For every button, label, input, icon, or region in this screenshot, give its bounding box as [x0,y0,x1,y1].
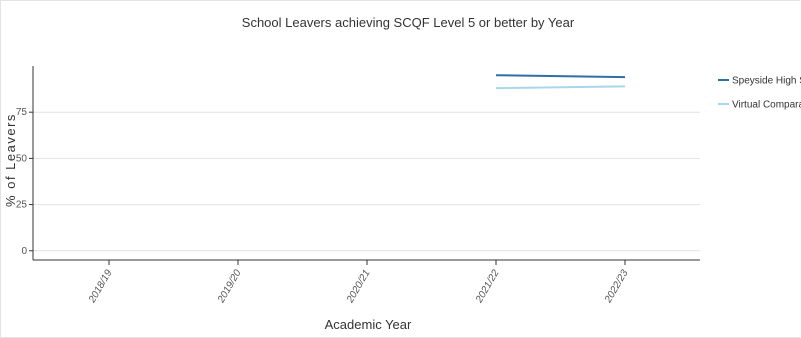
x-tick-label: 2019/20 [215,268,243,306]
x-tick-label: 2020/21 [344,268,372,306]
data-point [495,74,498,77]
y-tick-label: 0 [21,246,27,257]
x-axis-title: Academic Year [325,317,412,332]
data-point [495,87,498,90]
series-line-1 [495,85,626,90]
x-tick-label: 2022/23 [602,268,630,306]
y-tick-label: 50 [16,153,28,164]
x-axis-ticks: 2018/19 2019/20 2020/21 2021/22 2022/23 [86,260,631,306]
y-tick-label: 25 [16,200,28,211]
x-tick-label: 2021/22 [473,268,501,306]
legend-label: Speyside High School [732,76,801,87]
data-point [624,85,627,88]
x-tick-label: 2018/19 [86,268,114,306]
chart-title: School Leavers achieving SCQF Level 5 or… [242,15,575,30]
y-axis-ticks: 0 25 50 75 [16,107,33,257]
y-tick-label: 75 [16,107,28,118]
legend-label: Virtual Comparator [732,100,801,111]
data-point [624,76,627,79]
y-axis-title: % of Leavers [3,113,18,207]
legend: Speyside High School Virtual Comparator [718,76,801,111]
series-lines [495,74,627,90]
series-line-0 [495,74,626,79]
gridlines [33,111,700,252]
